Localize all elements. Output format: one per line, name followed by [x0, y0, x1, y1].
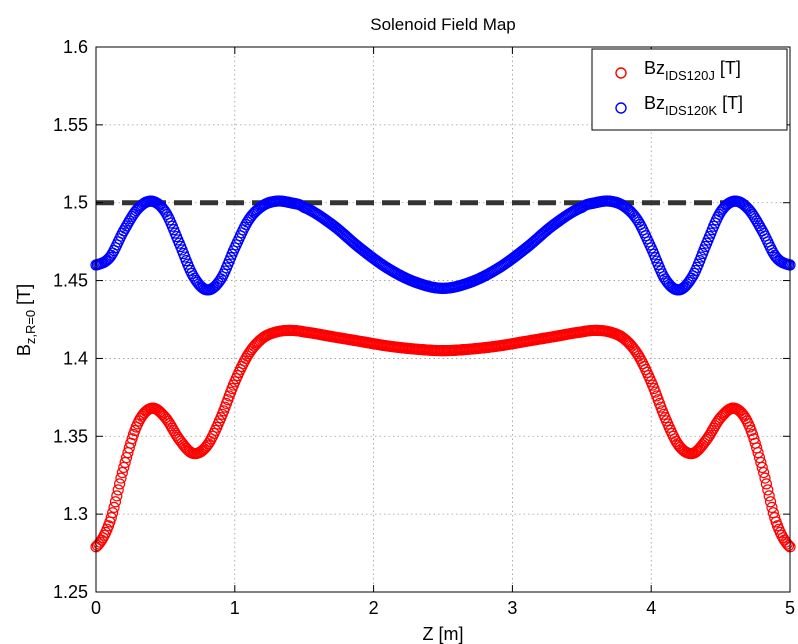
data-point	[762, 484, 774, 496]
data-point	[769, 512, 781, 524]
series-ids120j	[90, 324, 796, 553]
x-tick-label: 4	[646, 598, 656, 618]
x-tick-label: 1	[230, 598, 240, 618]
data-point	[755, 456, 767, 469]
data-point	[759, 472, 771, 484]
data-point	[105, 512, 117, 524]
data-point	[627, 342, 639, 354]
legend-label-ids120j-unit: [T]	[715, 58, 741, 78]
data-point	[172, 431, 184, 444]
x-tick-label: 0	[91, 598, 101, 618]
data-point	[783, 539, 795, 552]
data-point	[107, 507, 119, 519]
x-tick-label: 2	[369, 598, 379, 618]
data-point	[159, 412, 171, 424]
data-point	[211, 278, 223, 291]
data-point	[154, 406, 166, 418]
y-tick-label: 1.25	[53, 582, 88, 602]
x-axis-label: Z [m]	[423, 624, 464, 644]
y-axis-label-unit: [T]	[14, 284, 34, 310]
data-point	[766, 501, 778, 514]
legend-label-ids120j-sub: IDS120J	[665, 68, 715, 83]
data-point	[112, 484, 124, 496]
data-point	[113, 478, 126, 490]
y-tick-label: 1.5	[63, 193, 88, 213]
chart-title: Solenoid Field Map	[370, 15, 516, 34]
data-point	[116, 466, 128, 479]
data-point	[744, 204, 756, 217]
y-axis-label: Bz,R=0 [T]	[14, 284, 38, 356]
legend-label-ids120k-unit: [T]	[717, 93, 743, 113]
plot-frame	[95, 46, 791, 593]
data-point	[118, 461, 130, 474]
legend-label-ids120j-main: Bz	[644, 58, 665, 78]
series-layer	[90, 195, 796, 553]
legend-label-ids120j: BzIDS120J [T]	[644, 58, 741, 83]
y-tick-label: 1.55	[53, 115, 88, 135]
data-point	[758, 466, 770, 479]
data-point	[733, 404, 745, 416]
data-point	[111, 490, 123, 502]
series-ids120k	[90, 195, 796, 296]
data-point	[623, 204, 635, 216]
data-point	[699, 435, 711, 447]
y-tick-label: 1.4	[63, 348, 88, 368]
legend-label-ids120k-sub: IDS120K	[665, 103, 717, 118]
legend-box	[591, 48, 788, 131]
x-tick-label: 3	[507, 598, 517, 618]
data-point	[677, 282, 689, 294]
legend-marker-ids120j	[615, 67, 627, 79]
y-tick-label: 1.35	[53, 426, 88, 446]
y-axis-label-main: B	[14, 344, 34, 356]
data-point	[781, 538, 793, 550]
data-point	[753, 451, 766, 464]
data-point	[100, 255, 112, 267]
data-point	[698, 437, 710, 449]
x-tick-label: 5	[785, 598, 795, 618]
data-point	[681, 278, 693, 290]
legend-marker-ids120k	[615, 102, 627, 114]
legend-label-ids120k-main: Bz	[644, 93, 665, 113]
data-point	[108, 501, 120, 514]
data-point	[735, 407, 748, 419]
data-point	[157, 202, 169, 214]
data-point	[200, 441, 212, 453]
y-tick-label: 1.3	[63, 504, 88, 524]
plot-area	[96, 47, 790, 592]
data-point	[760, 478, 773, 490]
y-tick-label: 1.45	[53, 271, 88, 291]
axis-ticks: 0 1 2 3 4 5 1.25 1.3 1.35 1.4 1.45 1.5 1.55 1.6	[53, 37, 795, 618]
data-point	[764, 496, 777, 508]
legend: BzIDS120J [T] BzIDS120K [T]	[591, 48, 788, 131]
data-point	[115, 472, 127, 484]
y-axis-label-sub: z,R=0	[23, 310, 38, 344]
y-tick-label: 1.6	[63, 37, 88, 57]
data-point	[102, 253, 115, 265]
legend-label-ids120k: BzIDS120K [T]	[644, 93, 743, 118]
data-point	[763, 490, 775, 502]
data-point	[152, 198, 165, 210]
data-point	[109, 496, 122, 508]
data-point	[756, 461, 768, 474]
